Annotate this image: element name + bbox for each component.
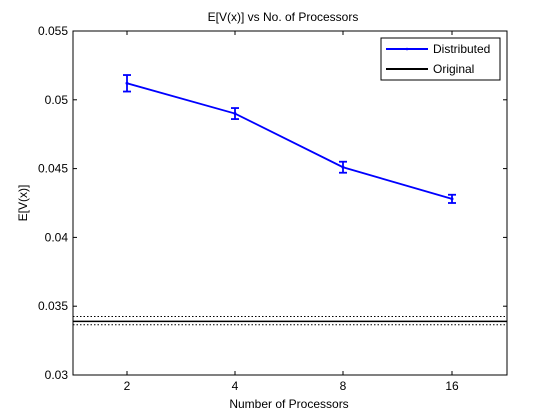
x-axis-label: Number of Processors [229, 397, 348, 411]
plot-area [72, 30, 508, 376]
data-point [341, 165, 345, 169]
data-point [125, 81, 129, 85]
original-reference [73, 316, 507, 326]
legend-box [380, 37, 501, 81]
y-tick-label: 0.035 [38, 299, 68, 313]
x-tick-label: 8 [340, 379, 347, 393]
y-tick-label: 0.03 [45, 368, 69, 382]
data-point [233, 112, 237, 116]
chart-title: E[V(x)] vs No. of Processors [208, 10, 359, 24]
distributed-series [123, 74, 456, 204]
x-tick-label: 16 [445, 379, 459, 393]
legend-label-distributed: Distributed [433, 42, 490, 56]
legend-label-original: Original [433, 62, 474, 76]
data-point [450, 197, 454, 201]
legend: Distributed Original [380, 37, 501, 81]
y-tick-label: 0.04 [45, 230, 69, 244]
y-tick-label: 0.055 [38, 24, 68, 38]
x-axis: 2 4 8 16 [124, 31, 459, 393]
legend-marker-distributed [405, 47, 409, 51]
y-axis: 0.03 0.035 0.04 0.045 0.05 0.055 [38, 24, 507, 382]
x-tick-label: 4 [232, 379, 239, 393]
y-tick-label: 0.045 [38, 162, 68, 176]
series-line [126, 82, 453, 200]
y-tick-label: 0.05 [45, 93, 69, 107]
x-tick-label: 2 [124, 379, 131, 393]
y-axis-label: E[V(x)] [16, 185, 30, 222]
